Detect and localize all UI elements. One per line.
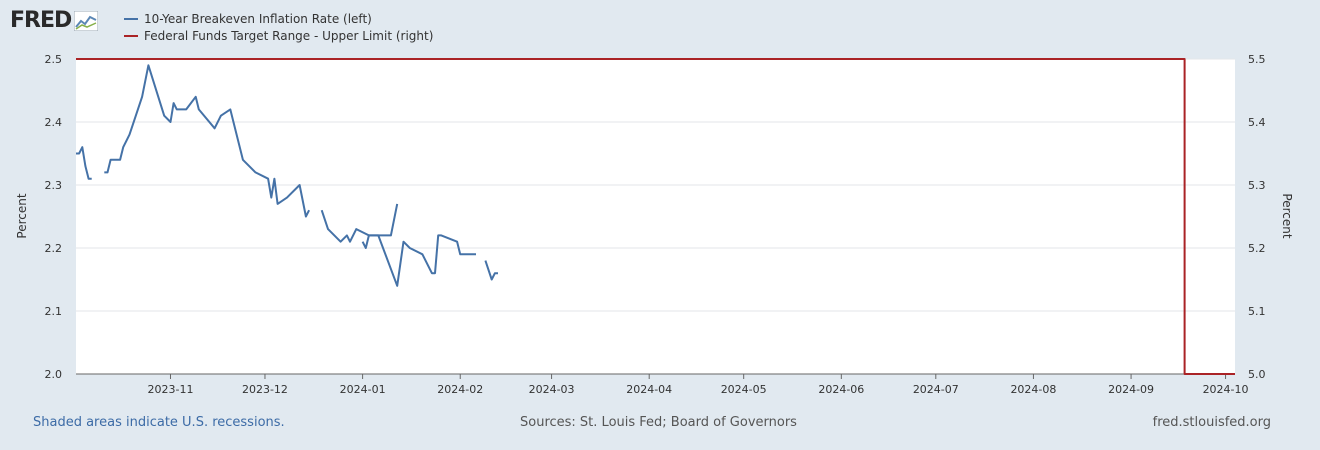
fred-logo[interactable]: FRED bbox=[10, 8, 99, 33]
y-tick-left-label: 2.1 bbox=[45, 305, 63, 318]
x-tick-label: 2024-08 bbox=[1010, 383, 1056, 396]
breakeven-line-segment bbox=[320, 209, 476, 287]
y-axis-right-title: Percent bbox=[1280, 193, 1294, 238]
chart-legend: 10-Year Breakeven Inflation Rate (left) … bbox=[124, 10, 433, 44]
x-tick-label: 2024-07 bbox=[913, 383, 959, 396]
x-tick-label: 2023-11 bbox=[147, 383, 193, 396]
sources-text: Sources: St. Louis Fed; Board of Governo… bbox=[520, 415, 797, 430]
breakeven-line-segment bbox=[361, 203, 399, 249]
y-tick-left-label: 2.0 bbox=[45, 368, 63, 381]
y-tick-left-label: 2.5 bbox=[45, 53, 63, 66]
series-lines bbox=[76, 58, 1235, 375]
x-tick-label: 2024-01 bbox=[340, 383, 386, 396]
x-tick-label: 2023-12 bbox=[242, 383, 288, 396]
breakeven-line-segment bbox=[484, 260, 498, 281]
legend-label-fedfunds: Federal Funds Target Range - Upper Limit… bbox=[144, 28, 434, 43]
breakeven-line-segment bbox=[76, 146, 92, 180]
chart-trend-icon bbox=[74, 10, 99, 31]
legend-swatch-red bbox=[124, 34, 138, 37]
x-axis: 2023-11 2023-12 2024-01 2024-02 2024-03 2024-… bbox=[76, 373, 1249, 396]
fed-funds-line bbox=[76, 58, 1235, 375]
chart-header: FRED 10-Year Breakeven Inflation Rate (l… bbox=[0, 0, 1320, 50]
x-tick-label: 2024-03 bbox=[529, 383, 575, 396]
y-tick-right-label: 5.4 bbox=[1248, 116, 1266, 129]
plot-area bbox=[76, 59, 1235, 374]
x-tick-label: 2024-10 bbox=[1203, 383, 1249, 396]
site-link[interactable]: fred.stlouisfed.org bbox=[1152, 415, 1271, 430]
recession-note[interactable]: Shaded areas indicate U.S. recessions. bbox=[33, 415, 285, 430]
y-axis-left: 2.0 2.1 2.2 2.3 2.4 2.5 bbox=[45, 53, 63, 381]
y-tick-right-label: 5.5 bbox=[1248, 53, 1266, 66]
y-axis-right: 5.0 5.1 5.2 5.3 5.4 5.5 bbox=[1248, 53, 1266, 381]
y-axis-left-title: Percent bbox=[15, 193, 29, 238]
y-tick-right-label: 5.1 bbox=[1248, 305, 1266, 318]
legend-item-breakeven[interactable]: 10-Year Breakeven Inflation Rate (left) bbox=[124, 10, 433, 27]
legend-item-fedfunds[interactable]: Federal Funds Target Range - Upper Limit… bbox=[124, 27, 433, 44]
x-tick-label: 2024-02 bbox=[437, 383, 483, 396]
fred-logo-text: FRED bbox=[10, 8, 72, 33]
legend-swatch-blue bbox=[124, 17, 138, 20]
x-tick-label: 2024-05 bbox=[721, 383, 767, 396]
legend-label-breakeven: 10-Year Breakeven Inflation Rate (left) bbox=[144, 11, 372, 26]
x-tick-label: 2024-04 bbox=[626, 383, 672, 396]
x-tick-label: 2024-06 bbox=[818, 383, 864, 396]
x-tick-label: 2024-09 bbox=[1108, 383, 1154, 396]
y-tick-left-label: 2.4 bbox=[45, 116, 63, 129]
y-tick-left-label: 2.2 bbox=[45, 242, 63, 255]
line-chart[interactable]: 2.0 2.1 2.2 2.3 2.4 2.5 5.0 5.1 5.2 5.3 5.4 5.5 20… bbox=[0, 0, 1320, 410]
y-tick-left-label: 2.3 bbox=[45, 179, 63, 192]
breakeven-line-segment bbox=[104, 64, 310, 218]
y-tick-right-label: 5.2 bbox=[1248, 242, 1266, 255]
y-tick-right-label: 5.3 bbox=[1248, 179, 1266, 192]
y-tick-right-label: 5.0 bbox=[1248, 368, 1266, 381]
